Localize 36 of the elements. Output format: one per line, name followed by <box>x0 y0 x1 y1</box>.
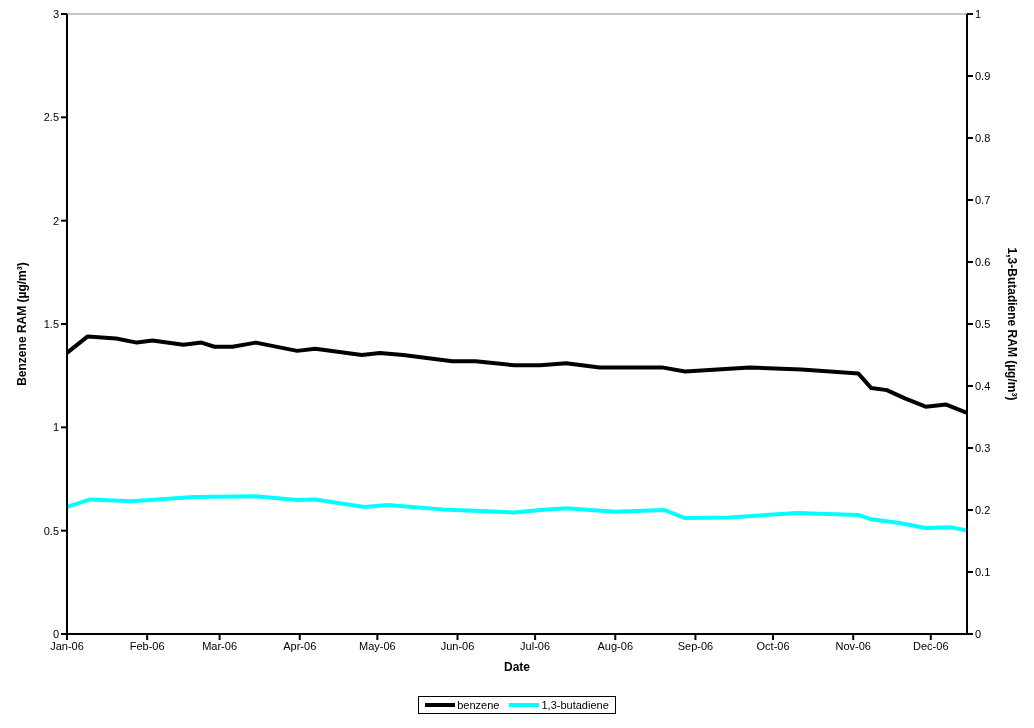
y2-tick-label: 0.8 <box>975 131 991 144</box>
x-tick-label: Apr-06 <box>283 639 317 652</box>
y2-tick-label: 0.6 <box>975 255 991 268</box>
legend-label: 1,3-butadiene <box>541 699 609 711</box>
y2-tick-label: 0.7 <box>975 193 991 206</box>
x-tick-label: Jul-06 <box>520 639 551 652</box>
y-tick-label: 1.5 <box>43 317 59 330</box>
legend-label: benzene <box>457 699 500 711</box>
y-axis-title: Benzene RAM (µg/m³) <box>15 262 30 386</box>
x-tick-label: Jun-06 <box>440 639 475 652</box>
x-axis-title: Date <box>503 659 531 674</box>
x-tick-label: Dec-06 <box>913 639 949 652</box>
x-tick-label: Aug-06 <box>597 639 634 652</box>
x-tick-label: Nov-06 <box>835 639 871 652</box>
y-tick-label: 1 <box>52 421 59 434</box>
y2-tick-label: 0.1 <box>975 565 991 578</box>
y2-tick-label: 0.9 <box>975 69 991 82</box>
y2-tick-label: 0.3 <box>975 441 991 454</box>
x-tick-label: Feb-06 <box>129 639 165 652</box>
y-tick-label: 2.5 <box>43 111 59 124</box>
y2-axis-title: 1,3-Butadiene RAM (µg/m³) <box>1004 247 1019 401</box>
y-tick-label: 0.5 <box>43 524 59 537</box>
y-tick-label: 3 <box>52 7 59 20</box>
y2-tick-label: 0 <box>975 627 982 640</box>
x-tick-label: Mar-06 <box>202 639 238 652</box>
x-tick-label: May-06 <box>359 639 396 652</box>
y2-tick-label: 0.4 <box>975 379 991 392</box>
x-tick-label: Sep-06 <box>677 639 714 652</box>
y2-tick-label: 0.5 <box>975 317 991 330</box>
y-tick-label: 2 <box>52 214 59 227</box>
y2-tick-label: 0.2 <box>975 503 991 516</box>
x-tick-label: Oct-06 <box>756 639 790 652</box>
y-tick-label: 0 <box>52 627 59 640</box>
y2-tick-label: 1 <box>975 7 982 20</box>
line-series <box>67 494 967 533</box>
x-tick-label: Jan-06 <box>50 639 84 652</box>
